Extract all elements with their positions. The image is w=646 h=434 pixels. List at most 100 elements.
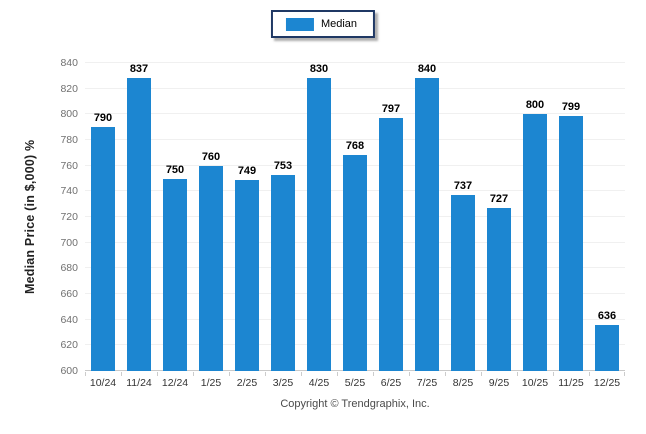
legend-swatch-median: [285, 17, 314, 31]
x-tick-label: 12/25: [593, 377, 621, 389]
legend: Median: [270, 10, 376, 38]
y-tick-label: 720: [60, 211, 78, 223]
x-tick-label: 12/24: [161, 377, 189, 389]
bar-slot: 753: [265, 63, 301, 371]
bar-slot: 727: [481, 63, 517, 371]
bar-median: [523, 114, 547, 371]
bar-median: [199, 165, 223, 371]
x-axis-tick: [553, 372, 554, 376]
bar-value-label: 760: [201, 150, 221, 163]
bar-value-label: 830: [309, 63, 329, 75]
bar-value-label: 749: [237, 164, 257, 177]
x-axis-tick: [85, 372, 86, 376]
bar-value-label: 800: [525, 99, 545, 112]
gridline: [85, 62, 625, 63]
x-axis-tick: [481, 372, 482, 376]
bar-value-label: 727: [489, 193, 509, 206]
bar-median: [235, 179, 259, 371]
y-axis-title: Median Price (in $,000) %: [23, 139, 37, 295]
copyright-text: Copyright © Trendgraphix, Inc.: [280, 398, 430, 410]
x-axis-tick: [624, 372, 625, 376]
bar-value-label: 797: [381, 103, 401, 116]
bar-slot: 749: [229, 63, 265, 371]
bar-slot: 800: [517, 63, 553, 371]
bar-slot: 750: [157, 63, 193, 371]
x-tick-labels: 10/24 11/24 12/24 1/25 2/25 3/25 4/25 5/25 6/25 7…: [85, 377, 625, 389]
y-tick-label: 680: [60, 262, 78, 275]
bar-median: [415, 78, 439, 371]
y-tick-label: 700: [60, 236, 78, 249]
x-axis-tick: [193, 372, 194, 376]
x-tick-label: 10/24: [89, 377, 117, 389]
y-tick-label: 620: [60, 339, 78, 352]
bar-median: [271, 174, 295, 371]
bar-slot: 737: [445, 63, 481, 371]
bar-value-label: 799: [561, 100, 581, 113]
x-axis-tick: [157, 372, 158, 376]
bar-slot: 840: [409, 63, 445, 371]
y-tick-label: 780: [60, 134, 78, 146]
x-axis-tick: [229, 372, 230, 376]
bars-container: 790 837 750 760 749 753 830 768 797 840 737 727 800 7…: [85, 63, 625, 371]
x-axis-tick: [445, 372, 446, 376]
x-axis-tick: [373, 372, 374, 376]
y-tick-label: 820: [60, 82, 78, 95]
legend-label-median: Median: [320, 17, 358, 30]
y-tick-label: 740: [60, 185, 78, 198]
x-axis-tick: [517, 372, 518, 376]
x-tick-label: 8/25: [452, 377, 474, 389]
bar-slot: 799: [553, 63, 589, 371]
y-tick-label: 660: [60, 288, 78, 300]
bar-median: [559, 115, 583, 371]
x-tick-label: 3/25: [272, 377, 294, 389]
x-tick-label: 5/25: [344, 377, 366, 389]
x-tick-label: 2/25: [236, 377, 258, 389]
bar-value-label: 790: [93, 112, 113, 125]
x-axis-tick: [265, 372, 266, 376]
bar-value-label: 753: [273, 159, 293, 172]
bar-median: [343, 155, 367, 371]
bar-slot: 760: [193, 63, 229, 371]
x-tick-label: 7/25: [416, 377, 438, 389]
bar-median: [595, 324, 619, 371]
x-tick-label: 11/24: [126, 377, 152, 389]
bar-median: [91, 127, 115, 371]
y-tick-label: 760: [60, 159, 78, 172]
bar-value-label: 768: [345, 140, 365, 153]
x-tick-label: 6/25: [380, 377, 402, 389]
gridline: [85, 87, 625, 89]
x-axis-tick: [301, 372, 302, 376]
bar-median: [487, 208, 511, 371]
x-tick-label: 9/25: [488, 377, 510, 389]
x-axis-tick: [121, 372, 122, 376]
bar-slot: 797: [373, 63, 409, 371]
x-tick-label: 11/25: [558, 377, 584, 389]
plot-area: 790 837 750 760 749 753 830 768 797 840 737 727 800 7…: [85, 62, 625, 376]
x-axis-tick: [589, 372, 590, 376]
x-axis-tick: [337, 372, 338, 376]
bar-slot: 837: [121, 63, 157, 371]
bar-median: [127, 78, 151, 371]
gridline: [85, 139, 625, 140]
bar-value-label: 750: [165, 163, 185, 176]
x-axis-tick: [409, 372, 410, 376]
bar-slot: 636: [589, 63, 625, 371]
y-tick-label: 600: [60, 365, 78, 377]
y-tick-label: 800: [60, 108, 78, 121]
x-tick-label: 10/25: [521, 377, 549, 389]
bar-value-label: 636: [597, 309, 617, 322]
bar-median: [163, 178, 187, 371]
y-tick-label: 640: [60, 313, 78, 326]
gridline: [85, 113, 625, 115]
y-tick-label: 840: [60, 57, 78, 69]
x-tick-label: 1/25: [200, 377, 222, 389]
bar-median: [451, 195, 475, 371]
x-tick-label: 4/25: [308, 377, 330, 389]
bar-value-label: 737: [453, 180, 473, 193]
bar-value-label: 840: [417, 63, 437, 75]
bar-slot: 790: [85, 63, 121, 371]
bar-slot: 830: [301, 63, 337, 371]
bar-median: [379, 118, 403, 371]
bar-slot: 768: [337, 63, 373, 371]
